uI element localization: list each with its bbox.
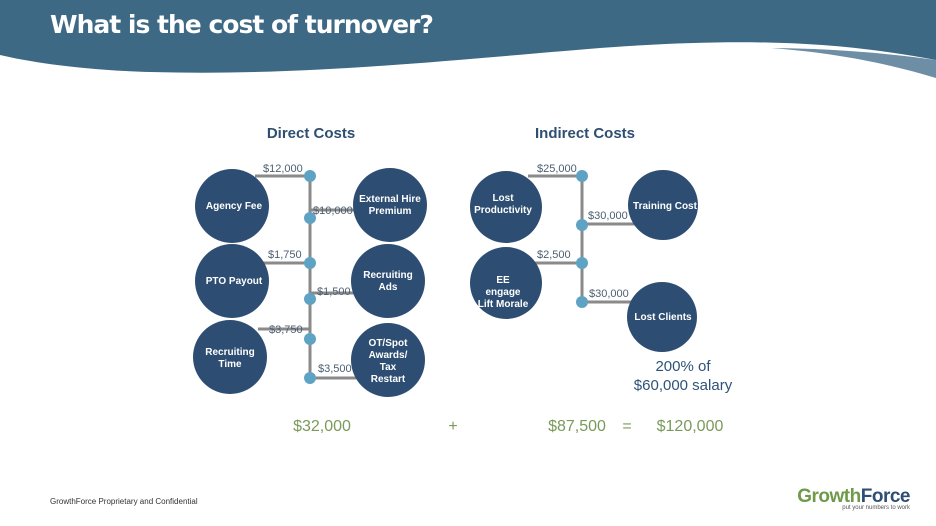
node-dot: [576, 219, 588, 231]
footer-confidential: GrowthForce Proprietary and Confidential: [50, 497, 198, 506]
amount-recruiting-ads: $1,500: [317, 286, 351, 298]
node-dot: [576, 257, 588, 269]
label-recruiting-time: Recruiting: [205, 347, 254, 358]
amount-pto-payout: $1,750: [268, 249, 302, 261]
amount-recruiting-time: $3,750: [269, 324, 303, 336]
node-dot: [576, 170, 588, 182]
growthforce-logo: GrowthForce put your numbers to work: [797, 486, 910, 511]
circle-training-cost: [628, 170, 698, 240]
label-pto-payout: PTO Payout: [206, 276, 263, 287]
direct-costs-heading: Direct Costs: [267, 125, 355, 142]
label-ee: EE: [496, 275, 510, 286]
plus-sign: +: [448, 418, 457, 435]
label-ot-spot-3: Tax: [380, 362, 397, 373]
node-dot: [304, 212, 316, 224]
circle-recruiting-ads: [351, 244, 425, 318]
indirect-total: $87,500: [548, 418, 606, 435]
node-dot: [576, 296, 588, 308]
label-recruiting-ads: Recruiting: [363, 270, 412, 281]
logo-part1: Growth: [797, 486, 861, 507]
label-external-hire-2: Premium: [369, 206, 412, 217]
label-lift-morale: Lift Morale: [478, 299, 529, 310]
circle-ot-spot-awards: [351, 323, 425, 397]
label-recruiting-time-2: Time: [218, 359, 242, 370]
node-dot: [304, 170, 316, 182]
header-banner: [0, 0, 936, 79]
circle-lost-productivity: [470, 171, 542, 243]
slide-title: What is the cost of turnover?: [50, 10, 434, 39]
node-dot: [304, 333, 316, 345]
direct-total: $32,000: [293, 418, 351, 435]
label-ot-spot: OT/Spot: [369, 338, 409, 349]
amount-training-cost: $30,000: [588, 210, 628, 222]
node-dot: [304, 293, 316, 305]
label-training-cost: Training Cost: [633, 201, 698, 212]
salary-note-line2: $60,000 salary: [634, 377, 733, 394]
circle-ee-engage: [470, 247, 542, 319]
amount-ee-engage: $2,500: [537, 249, 571, 261]
label-ot-spot-2: Awards/: [369, 350, 408, 361]
label-lost-clients: Lost Clients: [634, 312, 692, 323]
amount-lost-clients: $30,000: [589, 288, 629, 300]
indirect-costs-heading: Indirect Costs: [535, 125, 635, 142]
label-recruiting-ads-2: Ads: [379, 282, 398, 293]
circle-external-hire-premium: [353, 168, 427, 242]
circle-agency-fee: [195, 169, 269, 243]
salary-note-line1: 200% of: [655, 358, 711, 375]
circle-recruiting-time: [193, 320, 267, 394]
logo-tagline: put your numbers to work: [842, 505, 910, 511]
label-engage: engage: [485, 287, 520, 298]
amount-lost-productivity: $25,000: [537, 163, 577, 175]
circle-lost-clients: [627, 282, 697, 352]
amount-agency-fee: $12,000: [263, 163, 303, 175]
equals-sign: =: [622, 418, 631, 435]
label-lost-productivity-2: Productivity: [474, 205, 532, 216]
amount-ot-spot: $3,500: [318, 363, 352, 375]
node-dot: [304, 372, 316, 384]
logo-part2: Force: [860, 486, 911, 507]
label-external-hire: External Hire: [359, 194, 421, 205]
grand-total: $120,000: [657, 418, 724, 435]
amount-external-hire: $10,000: [313, 205, 353, 217]
circle-pto-payout: [195, 244, 269, 318]
node-dot: [304, 257, 316, 269]
label-agency-fee: Agency Fee: [206, 201, 263, 212]
label-ot-spot-4: Restart: [371, 374, 406, 385]
label-lost-productivity: Lost: [492, 193, 514, 204]
